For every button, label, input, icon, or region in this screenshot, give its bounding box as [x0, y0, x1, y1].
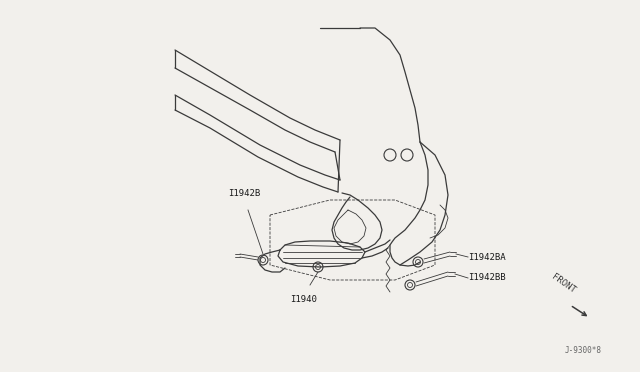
Text: I1942BA: I1942BA [468, 253, 506, 262]
Text: I1942B: I1942B [228, 189, 260, 198]
Text: I1940: I1940 [290, 295, 317, 304]
Text: I1942BB: I1942BB [468, 273, 506, 282]
Text: FRONT: FRONT [550, 272, 577, 295]
Text: J-9300*8: J-9300*8 [565, 346, 602, 355]
